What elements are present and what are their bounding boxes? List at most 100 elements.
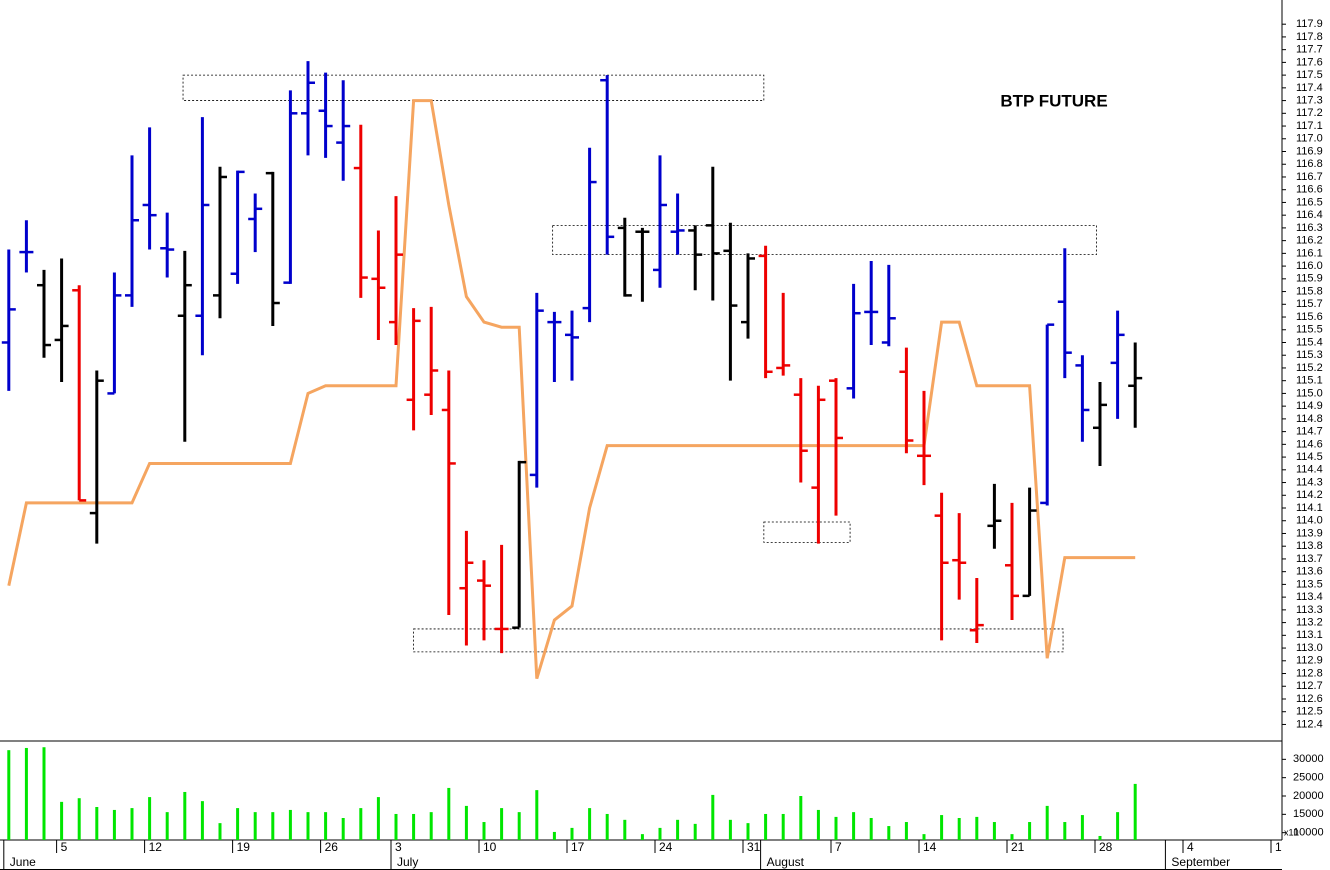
volume-bar bbox=[1133, 783, 1137, 840]
x-tick-label: 24 bbox=[659, 840, 673, 854]
y-tick-label: 115.5 bbox=[1296, 324, 1323, 336]
y-tick-label: 116.6 bbox=[1296, 184, 1323, 196]
volume-bar bbox=[324, 812, 328, 840]
volume-bar bbox=[728, 819, 732, 840]
volume-bar bbox=[869, 818, 873, 840]
volume-bar bbox=[852, 812, 856, 840]
volume-bar bbox=[42, 747, 46, 840]
y-tick-label: 113.9 bbox=[1296, 527, 1323, 539]
y-tick-label: 113.2 bbox=[1296, 616, 1323, 628]
y-tick-label: 112.7 bbox=[1296, 680, 1323, 692]
y-tick-label: 114.5 bbox=[1296, 451, 1323, 463]
x-tick-label: 3 bbox=[395, 840, 402, 854]
volume-tick-label: 20000 bbox=[1293, 790, 1324, 802]
volume-tick-label: 15000 bbox=[1293, 808, 1324, 820]
x-tick-label: 7 bbox=[835, 840, 842, 854]
y-tick-label: 114.0 bbox=[1296, 515, 1323, 527]
y-tick-label: 113.6 bbox=[1296, 566, 1323, 578]
volume-bar bbox=[605, 813, 609, 840]
volume-bar bbox=[570, 827, 574, 840]
y-tick-label: 113.4 bbox=[1296, 591, 1323, 603]
y-tick-label: 115.0 bbox=[1296, 387, 1323, 399]
volume-bar bbox=[482, 822, 486, 840]
y-tick-label: 113.1 bbox=[1296, 629, 1323, 641]
volume-bar bbox=[7, 750, 11, 840]
y-tick-label: 117.0 bbox=[1296, 133, 1323, 145]
x-tick-label: 14 bbox=[923, 840, 937, 854]
y-tick-label: 117.2 bbox=[1296, 107, 1323, 119]
y-tick-label: 116.4 bbox=[1296, 209, 1323, 221]
x-tick-label: 17 bbox=[571, 840, 585, 854]
y-tick-label: 117.8 bbox=[1296, 31, 1323, 43]
y-tick-label: 114.9 bbox=[1296, 400, 1323, 412]
x-tick-label: 28 bbox=[1099, 840, 1113, 854]
volume-bar bbox=[429, 812, 433, 840]
volume-bar bbox=[658, 827, 662, 840]
y-tick-label: 112.6 bbox=[1296, 693, 1323, 705]
volume-tick-label: 10000 bbox=[1293, 827, 1324, 839]
zone-box bbox=[763, 521, 851, 543]
volume-bar bbox=[1045, 805, 1049, 840]
volume-bar bbox=[588, 808, 592, 840]
y-tick-label: 116.0 bbox=[1296, 260, 1323, 272]
x-tick-label: 21 bbox=[1011, 840, 1025, 854]
volume-bar bbox=[799, 796, 803, 840]
volume-bar bbox=[359, 808, 363, 840]
x-tick-label: 26 bbox=[325, 840, 339, 854]
volume-bar bbox=[1116, 812, 1120, 840]
month-label: June bbox=[10, 855, 36, 869]
volume-bar bbox=[676, 819, 680, 840]
volume-bar bbox=[341, 818, 345, 840]
zone-box bbox=[413, 628, 1064, 653]
volume-bar bbox=[394, 813, 398, 840]
y-tick-label: 115.2 bbox=[1296, 362, 1323, 374]
volume-bar bbox=[112, 809, 116, 840]
volume-bar bbox=[816, 809, 820, 840]
volume-bar bbox=[218, 823, 222, 840]
volume-bar bbox=[940, 815, 944, 840]
y-tick-label: 115.7 bbox=[1296, 298, 1323, 310]
volume-bar bbox=[165, 812, 169, 840]
volume-bar bbox=[1010, 834, 1014, 840]
y-tick-label: 113.3 bbox=[1296, 604, 1323, 616]
y-tick-label: 116.3 bbox=[1296, 222, 1323, 234]
month-label: September bbox=[1171, 855, 1230, 869]
volume-bar bbox=[236, 808, 240, 840]
volume-bar bbox=[1063, 822, 1067, 840]
y-tick-label: 114.2 bbox=[1296, 489, 1323, 501]
volume-bar bbox=[904, 822, 908, 840]
x-tick-label: 4 bbox=[1187, 840, 1194, 854]
volume-bar bbox=[922, 834, 926, 840]
month-label: July bbox=[397, 855, 418, 869]
volume-bar bbox=[376, 797, 380, 840]
y-tick-label: 113.8 bbox=[1296, 540, 1323, 552]
x-tick-label: 31 bbox=[747, 840, 761, 854]
volume-bar bbox=[1080, 815, 1084, 840]
y-tick-label: 115.8 bbox=[1296, 285, 1323, 297]
y-tick-label: 114.1 bbox=[1296, 502, 1323, 514]
volume-bar bbox=[447, 787, 451, 840]
y-tick-label: 113.7 bbox=[1296, 553, 1323, 565]
y-tick-label: 116.9 bbox=[1296, 145, 1323, 157]
y-tick-label: 116.7 bbox=[1296, 171, 1323, 183]
y-tick-label: 117.9 bbox=[1296, 18, 1323, 30]
y-tick-label: 115.3 bbox=[1296, 349, 1323, 361]
volume-bar bbox=[24, 747, 28, 840]
y-tick-label: 117.7 bbox=[1296, 44, 1323, 56]
y-tick-label: 115.1 bbox=[1296, 375, 1323, 387]
y-tick-label: 117.4 bbox=[1296, 82, 1323, 94]
zone-box bbox=[552, 224, 1097, 256]
volume-bar bbox=[746, 823, 750, 840]
y-tick-label: 114.8 bbox=[1296, 413, 1323, 425]
volume-bar bbox=[640, 834, 644, 840]
volume-bar bbox=[288, 809, 292, 840]
y-tick-label: 112.9 bbox=[1296, 655, 1323, 667]
month-label: August bbox=[767, 855, 805, 869]
y-tick-label: 114.6 bbox=[1296, 438, 1323, 450]
zone-box bbox=[182, 74, 765, 101]
volume-tick-label: 25000 bbox=[1293, 772, 1324, 784]
volume-bar bbox=[1098, 835, 1102, 840]
volume-bar bbox=[183, 791, 187, 840]
y-tick-label: 117.6 bbox=[1296, 56, 1323, 68]
